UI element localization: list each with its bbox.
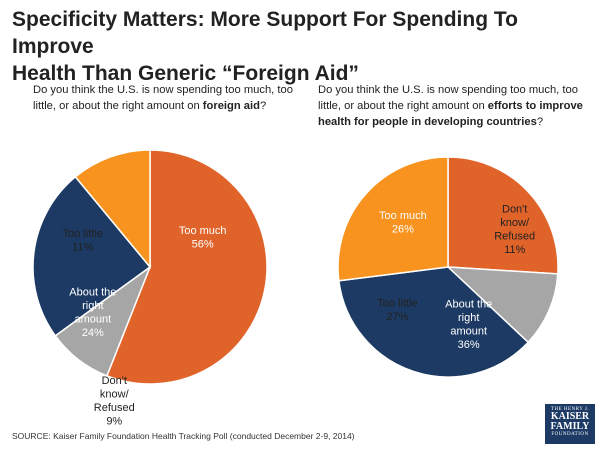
pie-chart-foreign-aid: Too much 56% Don't know/Refused 9% About the r… [32,149,268,428]
slice-label-about-right: About the right amount 36% [445,299,492,352]
question-text: Do you think the U.S. is now spending to… [318,84,578,112]
pie-slice-dont-know [445,266,559,344]
slice-value-label: 11% [72,242,93,254]
slice-label-too-little: Too little 27% [377,298,417,324]
pie-slice-too-little [337,156,449,282]
slice-category-label: About the [445,299,492,311]
title-line-2: Health Than Generic “Foreign Aid” [12,62,359,85]
slice-value-label: 27% [386,311,408,323]
title-line-1: Specificity Matters: More Support For Sp… [12,8,518,58]
slice-category-label: amount [74,313,111,325]
slice-value-label: 56% [192,238,214,250]
slice-category-label: Don't [102,375,127,387]
slice-category-label: right [458,312,479,324]
slice-category-label: Too little [377,298,417,310]
slice-label-dont-know: Don't know/Refused 9% [94,375,135,428]
slice-category-label: About the [69,286,116,298]
question-end: ? [259,100,267,112]
slice-value-label: 36% [458,339,480,351]
logo-line-2: KAISER [550,411,590,422]
pie-slice-about-right [338,266,530,378]
slice-category-label: Refused [494,230,535,242]
slice-category-label: Don't [502,203,527,215]
pie-slice-too-little [74,149,151,270]
page-title: Specificity Matters: More Support For Sp… [12,6,592,87]
slice-value-label: 9% [106,416,122,428]
pie-chart-health-efforts: Too much 26% Don't know/Refused 11% About the… [337,156,559,378]
slice-category-label: Too much [379,210,427,222]
slice-category-label: right [82,300,103,312]
slice-category-label: Too much [179,225,227,237]
slice-label-too-much: Too much 56% [179,225,227,251]
slice-label-about-right: About the right amount 24% [69,286,116,339]
slice-category-label: amount [450,326,487,338]
slice-label-dont-know: Don't know/Refused 11% [494,203,535,256]
question-text: Do you think the U.S. is now spending to… [33,84,293,112]
pie-slice-too-much [105,149,268,385]
slice-category-label: Refused [94,402,135,414]
slice-category-label: know/ [100,389,130,401]
slice-category-label: Too little [63,228,103,240]
slice-label-too-little: Too little 11% [63,228,103,254]
slice-value-label: 24% [82,327,104,339]
question-health-efforts: Do you think the U.S. is now spending to… [318,82,588,130]
logo-line-4: FOUNDATION [551,432,589,437]
question-emphasis: efforts to improve health for people in … [318,100,583,128]
pie-slice-too-much [447,156,559,275]
pie-slice-about-right [32,175,152,337]
question-foreign-aid: Do you think the U.S. is now spending to… [33,82,303,114]
slice-value-label: 26% [392,224,414,236]
logo-line-1: THE HENRY J. [550,407,590,412]
logo-line-3: FAMILY [550,421,590,432]
source-note: SOURCE: Kaiser Family Foundation Health … [12,431,355,441]
kff-logo: THE HENRY J. KAISER FAMILY FOUNDATION [545,404,595,444]
slice-label-too-much: Too much 26% [379,210,427,236]
slice-value-label: 11% [504,244,525,256]
question-end: ? [536,116,544,128]
slice-category-label: know/ [500,217,530,229]
question-emphasis: foreign aid [202,100,260,112]
